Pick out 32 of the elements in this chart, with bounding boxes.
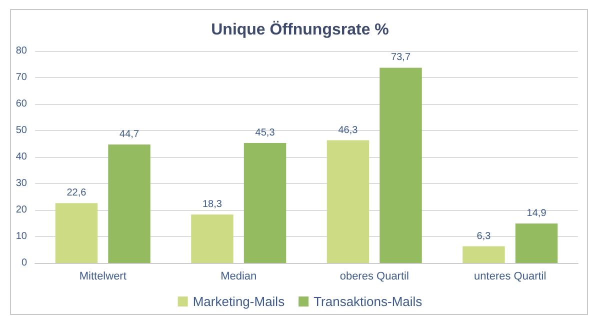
y-tick-label: 40 <box>16 152 28 162</box>
bar <box>191 214 234 263</box>
data-label: 14,9 <box>526 208 547 220</box>
data-label: 22,6 <box>66 188 87 199</box>
chart-title: Unique Öffnungsrate % <box>211 20 389 38</box>
y-tick-label: 10 <box>16 231 28 242</box>
x-tick-label: unteres Quartil <box>474 270 546 282</box>
y-tick-label: 0 <box>21 258 28 268</box>
y-tick-label: 50 <box>16 125 28 136</box>
x-tick-label: oberes Quartil <box>340 270 409 282</box>
y-tick-label: 30 <box>16 178 28 189</box>
bar <box>108 144 150 263</box>
legend-label: Transaktions-Mails <box>314 294 423 309</box>
bar <box>462 246 505 263</box>
y-tick-label: 20 <box>16 204 28 216</box>
bar <box>380 68 422 263</box>
x-tick-label: Median <box>220 270 257 282</box>
data-label: 6,3 <box>476 230 492 242</box>
bar <box>55 203 98 263</box>
bar <box>244 142 286 263</box>
y-tick-label: 60 <box>16 98 28 110</box>
y-tick-label: 70 <box>16 72 28 83</box>
data-label: 18,3 <box>202 199 222 210</box>
legend-label: Marketing-Mails <box>192 294 286 309</box>
x-tick-label: Mittelwert <box>79 270 126 282</box>
data-label: 44,7 <box>120 129 140 140</box>
data-label: 45,3 <box>255 127 276 138</box>
data-label: 73,7 <box>391 52 411 64</box>
data-label: 46,3 <box>338 124 358 136</box>
y-tick-label: 80 <box>16 46 28 56</box>
bar <box>515 224 558 263</box>
bar <box>326 140 370 263</box>
